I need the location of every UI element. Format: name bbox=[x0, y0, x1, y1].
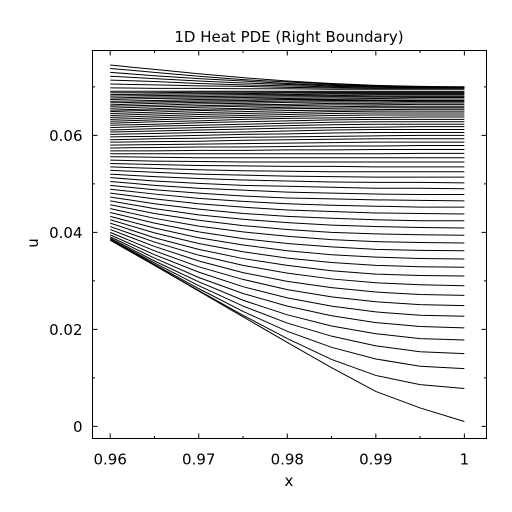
series-line-61 bbox=[110, 83, 465, 89]
series-line-15 bbox=[110, 204, 465, 236]
series-line-41 bbox=[110, 116, 465, 124]
x-axis-label: x bbox=[285, 472, 294, 490]
series-line-57 bbox=[110, 92, 465, 96]
series-line-12 bbox=[110, 215, 465, 260]
series-line-39 bbox=[110, 121, 465, 129]
series-line-25 bbox=[110, 166, 465, 173]
series-line-42 bbox=[110, 114, 465, 122]
series-line-4 bbox=[109, 237, 465, 341]
series-line-9 bbox=[110, 226, 465, 287]
series-line-60 bbox=[110, 87, 465, 90]
series-line-38 bbox=[110, 123, 465, 131]
x-tick-label: 0.98 bbox=[271, 451, 304, 469]
y-axis-label: u bbox=[24, 238, 42, 248]
series-line-13 bbox=[110, 212, 465, 252]
series-line-3 bbox=[109, 238, 465, 355]
series-line-48 bbox=[110, 103, 465, 111]
series-line-26 bbox=[110, 163, 465, 168]
y-tick-label: 0.04 bbox=[49, 224, 82, 242]
series-line-1 bbox=[109, 239, 465, 390]
series-line-20 bbox=[110, 184, 465, 202]
x-tick-labels: 0.96 0.97 0.98 0.99 1 bbox=[94, 451, 470, 469]
series-line-21 bbox=[110, 180, 465, 196]
x-tick-label: 1 bbox=[460, 451, 470, 469]
x-tick-label: 0.96 bbox=[94, 451, 127, 469]
x-tick-label: 0.99 bbox=[359, 451, 392, 469]
chart-title: 1D Heat PDE (Right Boundary) bbox=[174, 28, 403, 46]
series-line-66 bbox=[110, 64, 465, 88]
series-line-50 bbox=[110, 100, 465, 107]
series-line-36 bbox=[110, 129, 465, 135]
series-line-51 bbox=[110, 99, 465, 106]
series-line-23 bbox=[110, 173, 465, 184]
series-line-16 bbox=[110, 200, 465, 229]
series-line-32 bbox=[110, 141, 465, 146]
series-line-34 bbox=[110, 134, 465, 141]
x-tick-label: 0.97 bbox=[182, 451, 215, 469]
series-line-37 bbox=[110, 126, 465, 133]
series-line-55 bbox=[110, 94, 465, 99]
series-line-46 bbox=[110, 107, 465, 115]
series-line-52 bbox=[110, 98, 465, 104]
plot-frame bbox=[92, 50, 487, 439]
series-line-56 bbox=[110, 93, 465, 97]
series-line-2 bbox=[109, 239, 465, 370]
series-line-33 bbox=[110, 138, 465, 143]
series-line-43 bbox=[110, 112, 465, 120]
series-line-31 bbox=[110, 145, 465, 149]
series-line-47 bbox=[110, 105, 465, 113]
y-tick-label: 0.06 bbox=[49, 127, 82, 145]
series-line-8 bbox=[110, 229, 465, 296]
series-line-54 bbox=[110, 96, 465, 100]
series-line-5 bbox=[109, 236, 465, 329]
series-line-49 bbox=[110, 102, 465, 109]
plot-lines bbox=[109, 64, 465, 422]
series-line-27 bbox=[110, 159, 465, 163]
y-tick-labels: 0 0.02 0.04 0.06 bbox=[49, 127, 82, 436]
series-line-53 bbox=[110, 97, 465, 102]
series-line-7 bbox=[110, 231, 465, 307]
series-line-30 bbox=[110, 148, 465, 152]
series-line-44 bbox=[110, 110, 465, 118]
y-tick-label: 0 bbox=[73, 418, 83, 436]
series-line-10 bbox=[110, 222, 465, 277]
series-line-6 bbox=[110, 234, 465, 317]
series-line-11 bbox=[110, 219, 465, 268]
series-line-40 bbox=[110, 118, 465, 126]
series-line-14 bbox=[110, 208, 465, 244]
y-tick-label: 0.02 bbox=[49, 321, 82, 339]
series-line-22 bbox=[110, 177, 465, 190]
series-line-45 bbox=[110, 108, 465, 116]
series-line-18 bbox=[110, 192, 465, 215]
series-line-17 bbox=[110, 196, 465, 222]
series-line-28 bbox=[110, 156, 465, 159]
series-line-35 bbox=[110, 131, 465, 138]
series-line-19 bbox=[110, 188, 465, 208]
series-line-24 bbox=[110, 169, 465, 178]
